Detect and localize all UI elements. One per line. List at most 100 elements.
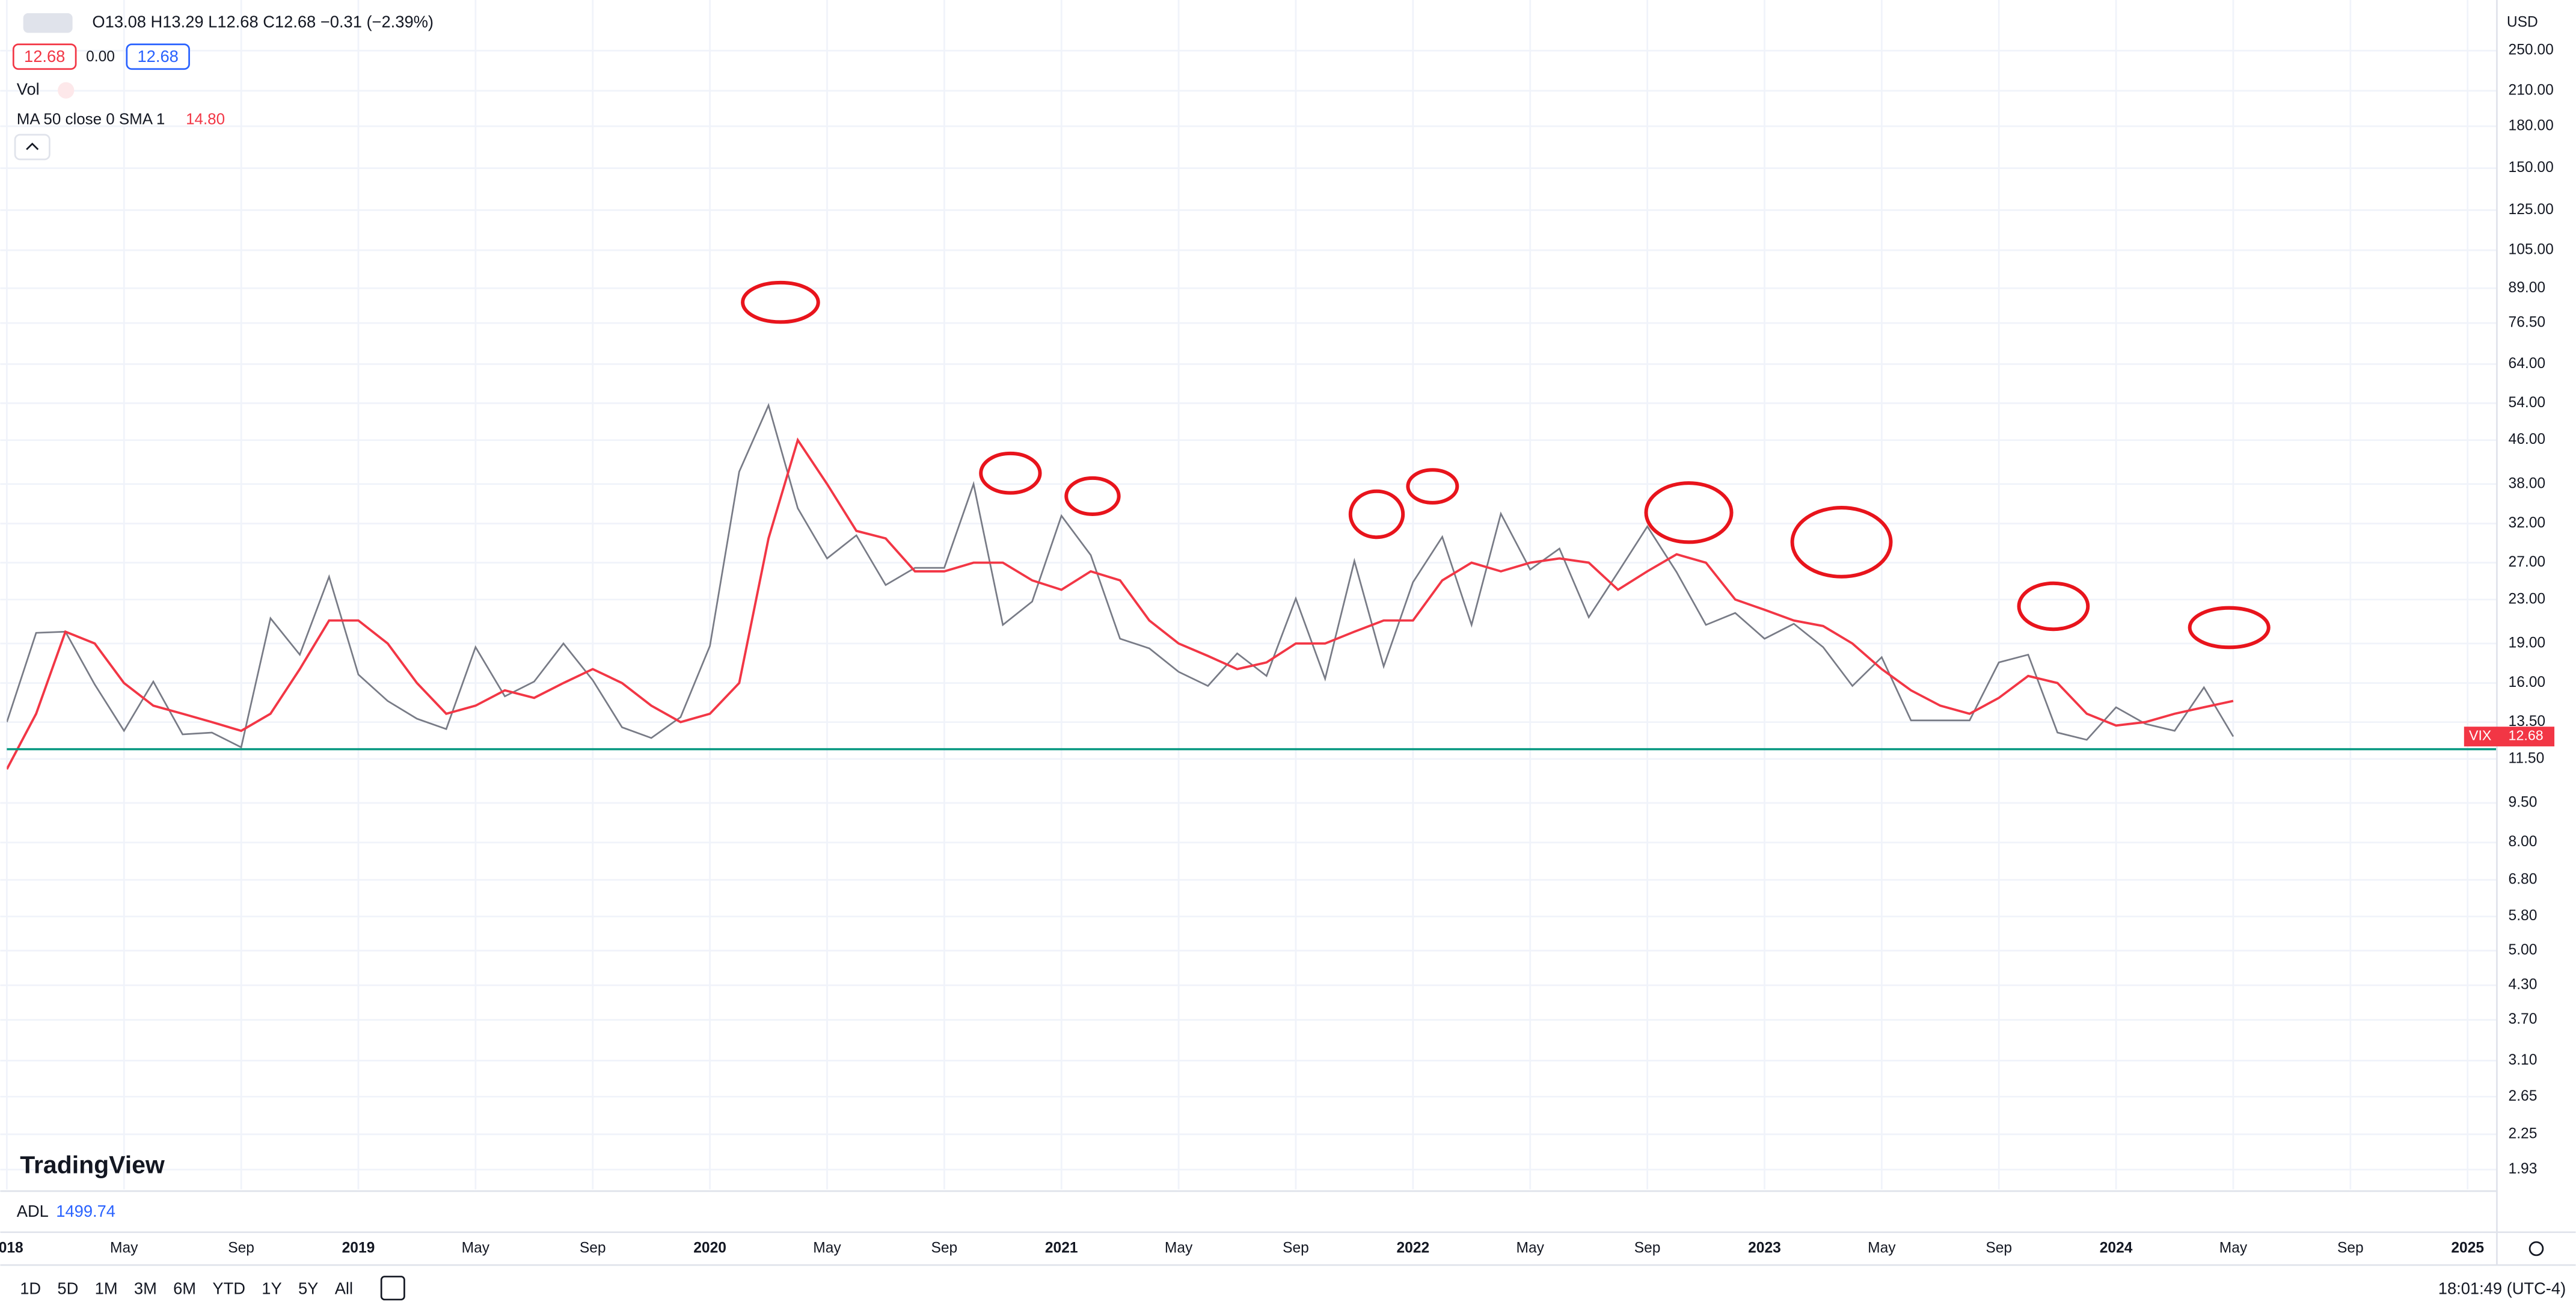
- price-tag: [2464, 727, 2555, 746]
- x-tick-label: May: [1516, 1240, 1545, 1256]
- range-buttons: 1D 5D 1M 3M 6M YTD 1Y 5Y All: [20, 1279, 353, 1298]
- circle: [1406, 468, 1459, 505]
- circle: [1348, 489, 1405, 540]
- x-tick-label: 2018: [0, 1240, 23, 1256]
- x-tick-label: 2021: [1045, 1240, 1078, 1256]
- circle: [2017, 581, 2090, 632]
- circle: [1644, 481, 1734, 544]
- y-tick-label: 5.80: [2509, 908, 2538, 924]
- x-tick-label: Sep: [1283, 1240, 1309, 1256]
- y-tick-label: 105.00: [2509, 242, 2554, 258]
- ask: 12.68: [138, 47, 179, 66]
- clock: 18:01:49 (UTC-4): [2438, 1279, 2566, 1298]
- series-line: [7, 402, 2234, 749]
- bid: 12.68: [24, 47, 65, 66]
- adl-label: ADL: [17, 1202, 49, 1220]
- circle: [2188, 606, 2271, 650]
- y-tick-label: 3.70: [2509, 1011, 2538, 1027]
- range-button[interactable]: YTD: [212, 1279, 245, 1298]
- range-button[interactable]: 1D: [20, 1279, 41, 1298]
- range-button[interactable]: All: [335, 1279, 353, 1298]
- x-tick-label: Sep: [1634, 1240, 1661, 1256]
- y-tick-label: 16.00: [2509, 674, 2546, 690]
- y-tick-label: 180.00: [2509, 117, 2554, 134]
- x-tick-label: May: [110, 1240, 138, 1256]
- x-tick-label: Sep: [228, 1240, 254, 1256]
- x-tick-label: Sep: [580, 1240, 606, 1256]
- symbol-icon[interactable]: [23, 13, 73, 33]
- y-tick-label: 27.00: [2509, 554, 2546, 570]
- plot: [7, 402, 2497, 770]
- x-tick-label: Sep: [2337, 1240, 2364, 1256]
- circle: [741, 280, 820, 324]
- logo: TradingView: [20, 1151, 165, 1178]
- x-tick-label: May: [1165, 1240, 1193, 1256]
- settings-icon[interactable]: [2528, 1241, 2544, 1256]
- range-button[interactable]: 1Y: [262, 1279, 281, 1298]
- x-tick-label: 2023: [1748, 1240, 1781, 1256]
- x-tick-label: 2020: [693, 1240, 726, 1256]
- x-tick-label: May: [462, 1240, 490, 1256]
- y-tick-label: 46.00: [2509, 431, 2546, 447]
- y-tick-label: 3.10: [2509, 1052, 2538, 1068]
- y-tick-label: 210.00: [2509, 82, 2554, 98]
- y-tick-label: 23.00: [2509, 591, 2546, 607]
- adl-value: 1499.74: [56, 1202, 115, 1220]
- y-tick-label: 125.00: [2509, 201, 2554, 218]
- spread: 0.00: [86, 49, 115, 65]
- circle: [1064, 476, 1121, 516]
- ma-label: MA 50 close 0 SMA 1: [17, 111, 165, 128]
- x-tick-label: May: [2219, 1240, 2248, 1256]
- price-tag-symbol: VIX: [2469, 728, 2491, 743]
- y-tick-label: 54.00: [2509, 395, 2546, 411]
- currency[interactable]: USD: [2507, 14, 2538, 31]
- ohlc: O13.08 H13.29 L12.68 C12.68 −0.31 (−2.39…: [92, 12, 434, 31]
- y-tick-label: 8.00: [2509, 834, 2538, 850]
- series-line: [7, 437, 2234, 770]
- y-tick-label: 76.50: [2509, 315, 2546, 331]
- y-tick-label: 1.93: [2509, 1161, 2538, 1177]
- range-button[interactable]: 5D: [57, 1279, 78, 1298]
- circle: [979, 451, 1042, 495]
- calendar-icon[interactable]: [380, 1276, 405, 1301]
- y-tick-label: 5.00: [2509, 942, 2538, 958]
- x-tick-label: Sep: [931, 1240, 957, 1256]
- y-tick-label: 38.00: [2509, 475, 2546, 491]
- x-tick-label: May: [1868, 1240, 1896, 1256]
- y-tick-label: 250.00: [2509, 42, 2554, 58]
- price-tag-value: 12.68: [2509, 728, 2544, 743]
- x-tick-label: Sep: [1986, 1240, 2012, 1256]
- y-tick-label: 9.50: [2509, 794, 2538, 810]
- ask-box: [126, 43, 190, 70]
- grid: [0, 0, 2497, 1190]
- y-tick-label: 6.80: [2509, 871, 2538, 887]
- y-tick-label: 89.00: [2509, 280, 2546, 296]
- y-tick-label: 2.65: [2509, 1088, 2538, 1104]
- collapse-button[interactable]: [14, 134, 51, 161]
- y-tick-label: 11.50: [2509, 750, 2545, 766]
- x-tick-label: 2024: [2100, 1240, 2133, 1256]
- x-tick-label: 2022: [1397, 1240, 1430, 1256]
- annotations: [741, 280, 2271, 650]
- y-tick-label: 4.30: [2509, 977, 2538, 993]
- ma-value: 14.80: [186, 111, 225, 128]
- x-tick-label: May: [813, 1240, 841, 1256]
- y-tick-label: 64.00: [2509, 355, 2546, 372]
- range-button[interactable]: 5Y: [298, 1279, 318, 1298]
- y-tick-label: 19.00: [2509, 635, 2546, 651]
- y-tick-label: 150.00: [2509, 159, 2554, 176]
- range-button[interactable]: 1M: [95, 1279, 118, 1298]
- chevron: [26, 143, 39, 150]
- warning-icon[interactable]: [58, 82, 75, 99]
- range-button[interactable]: 3M: [134, 1279, 157, 1298]
- range-button[interactable]: 6M: [173, 1279, 196, 1298]
- y-tick-label: 32.00: [2509, 515, 2546, 531]
- vol-label: Vol: [17, 79, 40, 98]
- y-tick-label: 2.25: [2509, 1125, 2538, 1142]
- bid-box: [12, 43, 77, 70]
- x-tick-label: 2025: [2451, 1240, 2484, 1256]
- circle: [1790, 506, 1893, 579]
- x-tick-label: 2019: [342, 1240, 375, 1256]
